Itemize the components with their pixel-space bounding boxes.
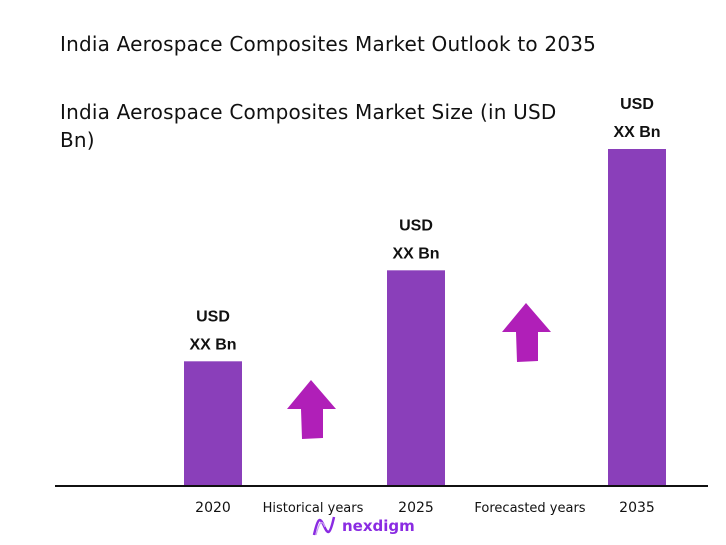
data-label-value: XX Bn — [189, 336, 236, 353]
bar-2025 — [387, 270, 445, 486]
historical-years-label: Historical years — [263, 501, 364, 516]
nexdigm-logo-icon — [312, 516, 336, 536]
growth-arrow-forecast-icon — [502, 303, 551, 362]
x-tick-label: 2020 — [195, 500, 231, 516]
data-label-currency: USD — [399, 217, 433, 234]
growth-arrow-historical-icon — [287, 380, 336, 439]
forecasted-years-label: Forecasted years — [474, 501, 585, 516]
bar-2035 — [608, 149, 666, 486]
logo: nexdigm — [312, 515, 415, 537]
chart-subtitle: India Aerospace Composites Market Size (… — [60, 100, 557, 152]
logo-text: nexdigm — [342, 517, 415, 535]
data-label-value: XX Bn — [392, 245, 439, 262]
chart-title: India Aerospace Composites Market Outloo… — [60, 32, 597, 56]
x-tick-label: 2035 — [619, 500, 655, 516]
data-label-currency: USD — [620, 96, 654, 113]
data-label-currency: USD — [196, 308, 230, 325]
data-label-value: XX Bn — [613, 124, 660, 141]
bar-2020 — [184, 361, 242, 486]
x-tick-label: 2025 — [398, 500, 434, 516]
